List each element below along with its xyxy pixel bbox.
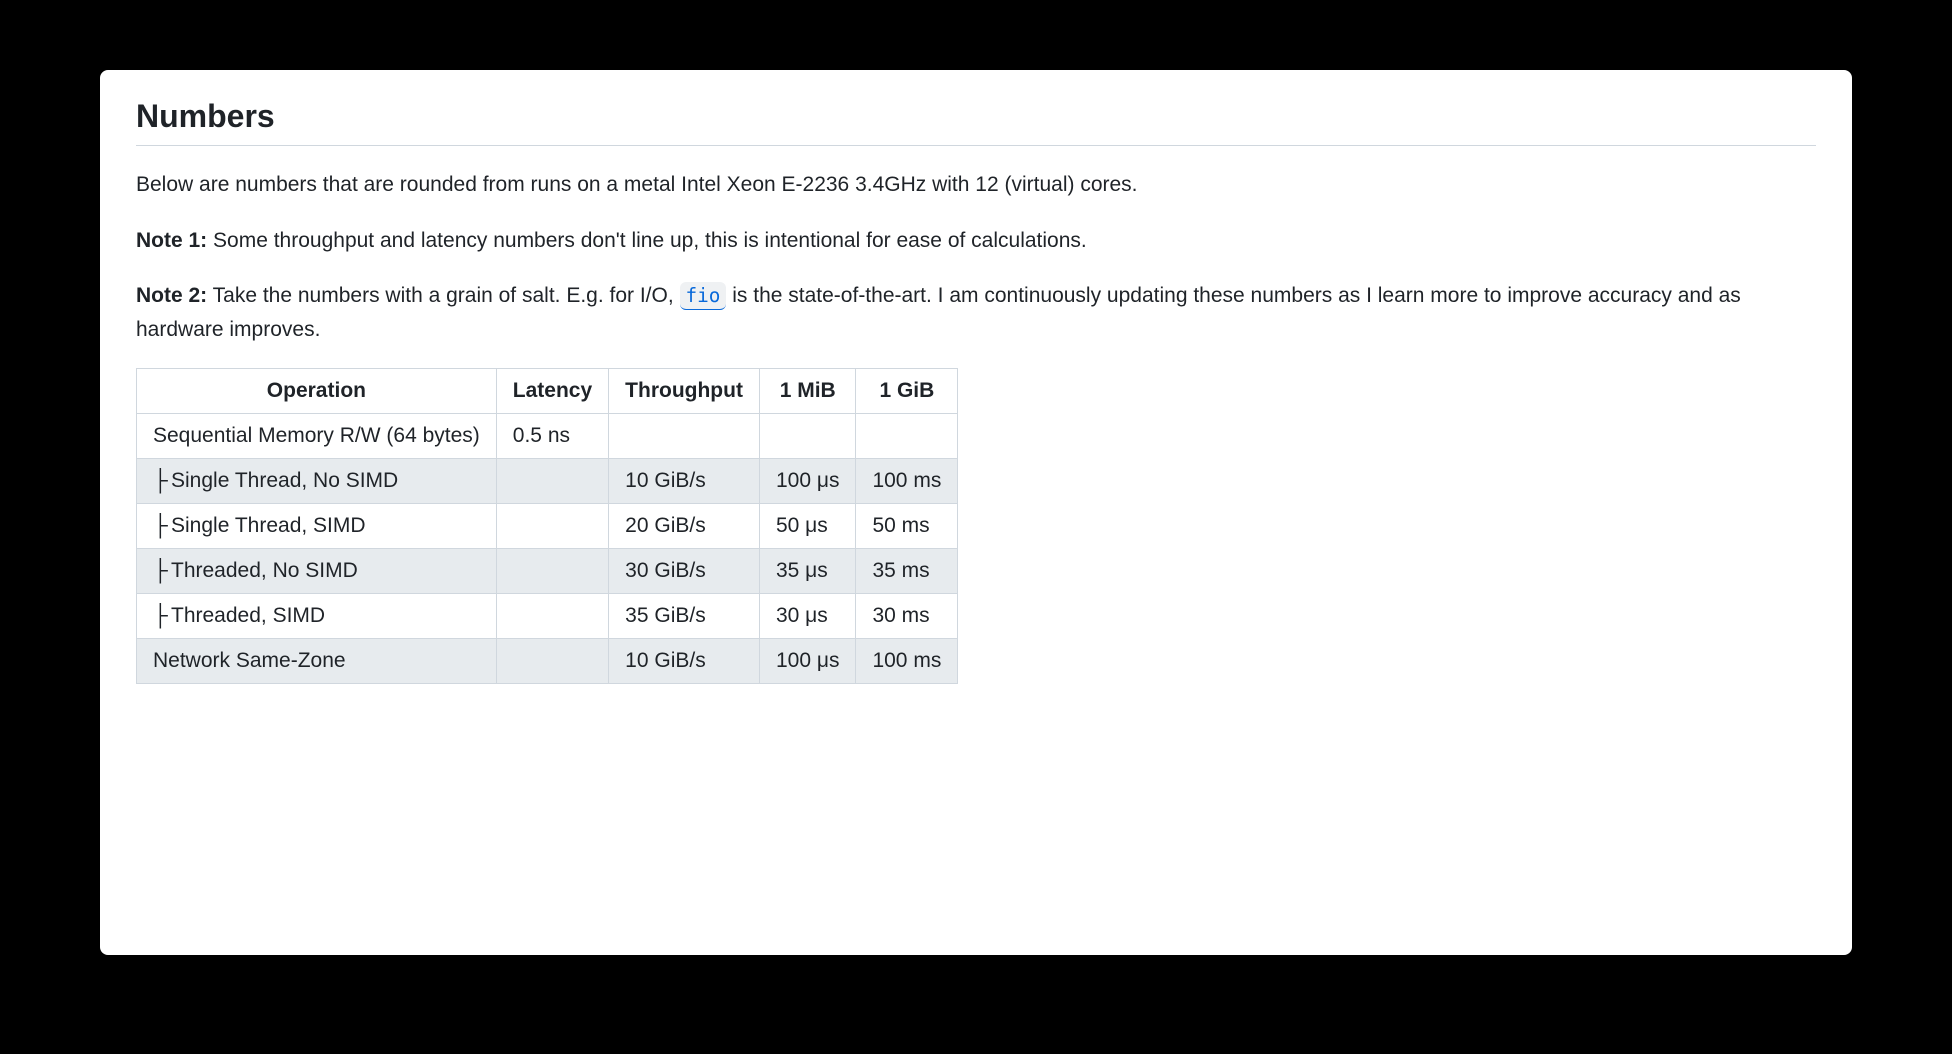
table-cell bbox=[759, 414, 855, 459]
note-2-paragraph: Note 2: Take the numbers with a grain of… bbox=[136, 279, 1816, 346]
table-cell bbox=[496, 504, 608, 549]
table-body: Sequential Memory R/W (64 bytes)0.5 ns├S… bbox=[137, 414, 958, 684]
table-cell bbox=[496, 459, 608, 504]
table-cell: 35 ms bbox=[856, 549, 958, 594]
performance-table: Operation Latency Throughput 1 MiB 1 GiB… bbox=[136, 368, 958, 684]
table-cell: 30 ms bbox=[856, 594, 958, 639]
col-1gib: 1 GiB bbox=[856, 369, 958, 414]
section-heading: Numbers bbox=[136, 98, 1816, 146]
table-cell: 50 μs bbox=[759, 504, 855, 549]
col-operation: Operation bbox=[137, 369, 497, 414]
table-cell bbox=[496, 549, 608, 594]
note-2-label: Note 2: bbox=[136, 284, 207, 307]
cell-text: Single Thread, No SIMD bbox=[171, 469, 398, 492]
tree-branch-icon: ├ bbox=[153, 604, 167, 628]
table-cell bbox=[496, 594, 608, 639]
table-cell: 50 ms bbox=[856, 504, 958, 549]
table-cell: ├Threaded, No SIMD bbox=[137, 549, 497, 594]
table-cell: 0.5 ns bbox=[496, 414, 608, 459]
table-row: Network Same-Zone 10 GiB/s100 μs100 ms bbox=[137, 639, 958, 684]
table-cell: ├Single Thread, SIMD bbox=[137, 504, 497, 549]
table-cell bbox=[856, 414, 958, 459]
cell-text: Threaded, SIMD bbox=[171, 604, 325, 627]
table-cell: 35 GiB/s bbox=[609, 594, 760, 639]
table-cell: 10 GiB/s bbox=[609, 639, 760, 684]
note-2-text-before: Take the numbers with a grain of salt. E… bbox=[207, 284, 679, 307]
table-cell: 100 μs bbox=[759, 639, 855, 684]
col-1mib: 1 MiB bbox=[759, 369, 855, 414]
col-latency: Latency bbox=[496, 369, 608, 414]
note-1-label: Note 1: bbox=[136, 229, 207, 252]
table-row: Sequential Memory R/W (64 bytes)0.5 ns bbox=[137, 414, 958, 459]
table-cell: ├Single Thread, No SIMD bbox=[137, 459, 497, 504]
table-cell: Sequential Memory R/W (64 bytes) bbox=[137, 414, 497, 459]
table-cell: 20 GiB/s bbox=[609, 504, 760, 549]
tree-branch-icon: ├ bbox=[153, 559, 167, 583]
intro-paragraph: Below are numbers that are rounded from … bbox=[136, 168, 1816, 202]
table-row: ├Single Thread, No SIMD 10 GiB/s100 μs100… bbox=[137, 459, 958, 504]
tree-branch-icon: ├ bbox=[153, 469, 167, 493]
table-cell: 100 ms bbox=[856, 639, 958, 684]
fio-code-link[interactable]: fio bbox=[680, 282, 727, 310]
col-throughput: Throughput bbox=[609, 369, 760, 414]
table-row: ├Threaded, SIMD 35 GiB/s30 μs30 ms bbox=[137, 594, 958, 639]
table-cell: 35 μs bbox=[759, 549, 855, 594]
table-row: ├Threaded, No SIMD 30 GiB/s35 μs35 ms bbox=[137, 549, 958, 594]
note-1-text: Some throughput and latency numbers don'… bbox=[207, 229, 1087, 252]
table-cell bbox=[496, 639, 608, 684]
table-cell: Network Same-Zone bbox=[137, 639, 497, 684]
document-card: Numbers Below are numbers that are round… bbox=[100, 70, 1852, 955]
table-cell: 30 μs bbox=[759, 594, 855, 639]
cell-text: Single Thread, SIMD bbox=[171, 514, 366, 537]
table-cell: 30 GiB/s bbox=[609, 549, 760, 594]
note-1-paragraph: Note 1: Some throughput and latency numb… bbox=[136, 224, 1816, 258]
table-header-row: Operation Latency Throughput 1 MiB 1 GiB bbox=[137, 369, 958, 414]
table-cell bbox=[609, 414, 760, 459]
table-cell: ├Threaded, SIMD bbox=[137, 594, 497, 639]
table-cell: 100 μs bbox=[759, 459, 855, 504]
table-cell: 10 GiB/s bbox=[609, 459, 760, 504]
table-row: ├Single Thread, SIMD 20 GiB/s50 μs50 ms bbox=[137, 504, 958, 549]
table-cell: 100 ms bbox=[856, 459, 958, 504]
tree-branch-icon: ├ bbox=[153, 514, 167, 538]
cell-text: Threaded, No SIMD bbox=[171, 559, 358, 582]
